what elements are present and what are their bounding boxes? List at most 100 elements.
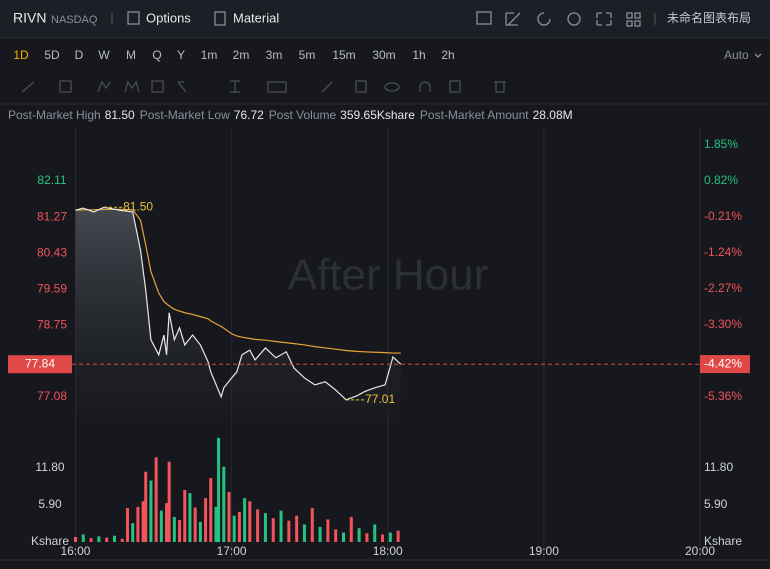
last-change-label: -4.42% <box>704 356 742 370</box>
volume-bar <box>167 461 171 542</box>
volume-bar <box>388 532 392 542</box>
volume-bar <box>193 507 197 542</box>
volume-bar <box>178 520 182 542</box>
icon[interactable] <box>626 12 641 27</box>
last-price-label: 77.84 <box>25 356 55 370</box>
tool[interactable] <box>267 81 287 93</box>
x-tick-label: 20:00 <box>685 544 715 558</box>
annotation-label: 81.50 <box>123 199 153 213</box>
volume-tick-label-right: 11.80 <box>704 460 733 474</box>
tool[interactable] <box>97 80 111 93</box>
period-tab[interactable]: 1h <box>412 48 425 62</box>
tool[interactable] <box>124 80 140 93</box>
volume-bar <box>172 516 176 542</box>
icon[interactable] <box>476 11 492 25</box>
stat-label: Post-Market Amount <box>420 108 529 122</box>
volume-bar <box>81 534 85 542</box>
volume-bar <box>209 478 213 542</box>
y2-tick-label: 0.82% <box>704 173 738 187</box>
volume-bar <box>295 515 299 542</box>
options-icon[interactable] <box>127 11 140 25</box>
volume-tick-label-right: 5.90 <box>704 497 728 511</box>
drawing-tools <box>21 80 506 93</box>
tool[interactable] <box>419 81 431 92</box>
volume-tick-label-right: Kshare <box>704 534 742 548</box>
watermark: After Hour <box>288 251 489 300</box>
icon[interactable] <box>596 12 612 26</box>
volume-bar <box>165 503 169 542</box>
volume-bar <box>154 457 158 542</box>
volume-bar <box>381 534 385 542</box>
y2-tick-label: -3.30% <box>704 317 742 331</box>
tool[interactable] <box>494 81 506 93</box>
volume-bar <box>217 437 221 542</box>
volume-bar <box>112 535 116 542</box>
volume-bar <box>183 489 187 542</box>
y2-tick-label: -1.24% <box>704 245 742 259</box>
options-button[interactable]: Options <box>146 10 191 25</box>
last-change-box <box>700 355 750 374</box>
volume-bar <box>318 526 322 542</box>
volume-bar <box>349 516 353 542</box>
tool[interactable] <box>21 81 35 93</box>
symbol[interactable]: RIVN <box>13 10 46 26</box>
icon[interactable] <box>537 12 551 26</box>
volume-bar <box>73 536 77 542</box>
y-tick-label: 80.43 <box>37 245 67 259</box>
period-tab[interactable]: 30m <box>372 48 395 62</box>
price-line <box>75 206 402 401</box>
material-button[interactable]: Material <box>233 10 279 25</box>
y-tick-label: 78.75 <box>37 317 67 331</box>
x-tick-label: 17:00 <box>217 544 247 558</box>
tool[interactable] <box>230 80 240 93</box>
y2-tick-label: -0.21% <box>704 209 742 223</box>
stat-label: Post-Market High <box>8 108 101 122</box>
volume-bar <box>396 530 400 542</box>
period-tab[interactable]: 5m <box>299 48 316 62</box>
tool[interactable] <box>321 81 333 93</box>
period-tab[interactable]: D <box>75 48 84 62</box>
period-tab[interactable]: 2m <box>233 48 250 62</box>
volume-bar <box>144 471 148 542</box>
volume-bar <box>204 498 208 542</box>
volume-bar <box>287 520 291 542</box>
icon[interactable] <box>505 12 521 26</box>
period-tab[interactable]: Q <box>152 48 161 62</box>
tool[interactable] <box>151 80 164 93</box>
average-line <box>75 208 401 354</box>
volume-bar <box>120 538 124 542</box>
top-icons <box>476 11 656 27</box>
tool[interactable] <box>384 82 400 92</box>
volume-bar <box>97 536 101 542</box>
tool[interactable] <box>355 80 367 93</box>
period-tab[interactable]: M <box>126 48 136 62</box>
volume-bar <box>149 480 153 542</box>
period-tab[interactable]: Y <box>177 48 185 62</box>
period-tab[interactable]: 5D <box>44 48 60 62</box>
volume-bar <box>310 508 314 542</box>
volume-tick-label: 11.80 <box>35 460 64 474</box>
period-tab[interactable]: 1D <box>13 48 29 62</box>
stat-value: 28.08M <box>533 108 573 122</box>
volume-tick-label: 5.90 <box>38 497 62 511</box>
material-icon[interactable] <box>214 11 226 26</box>
tool[interactable] <box>177 81 187 93</box>
icon[interactable] <box>567 12 581 26</box>
volume-bar <box>232 515 236 542</box>
price-area <box>75 207 401 420</box>
period-tab[interactable]: 15m <box>332 48 355 62</box>
y2-tick-label: -5.36% <box>704 389 742 403</box>
scale-mode[interactable]: Auto <box>724 48 749 62</box>
tool[interactable] <box>59 80 72 93</box>
stat-value: 76.72 <box>234 108 264 122</box>
dropdown-icon <box>754 53 762 58</box>
tool[interactable] <box>449 80 461 93</box>
period-tab[interactable]: 1m <box>201 48 218 62</box>
period-tab[interactable]: 2h <box>441 48 454 62</box>
volume-bar <box>198 521 202 542</box>
layout-name[interactable]: 未命名图表布局 <box>667 10 751 25</box>
period-tab[interactable]: W <box>98 48 110 62</box>
period-tab[interactable]: 3m <box>266 48 283 62</box>
